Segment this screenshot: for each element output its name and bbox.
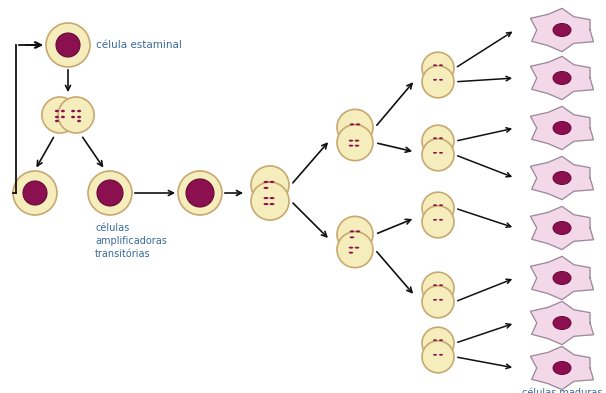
Text: célula estaminal: célula estaminal xyxy=(96,40,182,50)
Ellipse shape xyxy=(55,116,59,118)
Circle shape xyxy=(337,125,373,161)
Polygon shape xyxy=(530,301,593,345)
Ellipse shape xyxy=(55,110,59,112)
Ellipse shape xyxy=(433,219,437,221)
Ellipse shape xyxy=(350,236,355,238)
Circle shape xyxy=(422,139,454,171)
Polygon shape xyxy=(530,107,593,150)
Ellipse shape xyxy=(77,116,81,118)
Ellipse shape xyxy=(439,137,443,139)
Ellipse shape xyxy=(264,181,268,183)
Ellipse shape xyxy=(439,64,443,66)
Circle shape xyxy=(251,182,289,220)
Ellipse shape xyxy=(553,121,571,134)
Circle shape xyxy=(46,23,90,67)
Ellipse shape xyxy=(71,116,75,118)
Ellipse shape xyxy=(439,204,443,206)
Ellipse shape xyxy=(355,140,359,141)
Ellipse shape xyxy=(553,316,571,329)
Circle shape xyxy=(251,166,289,204)
Ellipse shape xyxy=(433,284,437,286)
Ellipse shape xyxy=(433,152,437,154)
Polygon shape xyxy=(530,57,593,99)
Ellipse shape xyxy=(348,247,353,249)
Ellipse shape xyxy=(433,339,437,341)
Ellipse shape xyxy=(553,171,571,184)
Ellipse shape xyxy=(270,197,275,199)
Circle shape xyxy=(422,272,454,304)
Circle shape xyxy=(58,97,94,133)
Ellipse shape xyxy=(97,180,123,206)
Ellipse shape xyxy=(264,203,268,205)
Ellipse shape xyxy=(348,140,353,141)
Ellipse shape xyxy=(270,203,275,205)
Ellipse shape xyxy=(553,24,571,37)
Polygon shape xyxy=(530,156,593,200)
Ellipse shape xyxy=(356,123,361,125)
Ellipse shape xyxy=(355,247,359,249)
Ellipse shape xyxy=(439,219,443,221)
Circle shape xyxy=(422,341,454,373)
Ellipse shape xyxy=(356,230,361,232)
Ellipse shape xyxy=(553,272,571,285)
Ellipse shape xyxy=(553,222,571,235)
Ellipse shape xyxy=(77,120,81,122)
Circle shape xyxy=(13,171,57,215)
Circle shape xyxy=(178,171,222,215)
Ellipse shape xyxy=(186,179,214,207)
Ellipse shape xyxy=(439,79,443,81)
Polygon shape xyxy=(530,256,593,299)
Ellipse shape xyxy=(433,64,437,66)
Circle shape xyxy=(422,66,454,98)
Ellipse shape xyxy=(439,354,443,356)
Ellipse shape xyxy=(433,204,437,206)
Ellipse shape xyxy=(270,181,275,183)
Ellipse shape xyxy=(433,299,437,301)
Ellipse shape xyxy=(433,137,437,139)
Text: células maduras: células maduras xyxy=(522,388,602,393)
Circle shape xyxy=(42,97,78,133)
Polygon shape xyxy=(530,8,593,51)
Ellipse shape xyxy=(350,123,355,125)
Circle shape xyxy=(422,125,454,157)
Circle shape xyxy=(422,52,454,84)
Ellipse shape xyxy=(355,145,359,147)
Ellipse shape xyxy=(439,299,443,301)
Ellipse shape xyxy=(264,197,268,199)
Circle shape xyxy=(337,231,373,268)
Circle shape xyxy=(422,286,454,318)
Circle shape xyxy=(422,206,454,238)
Ellipse shape xyxy=(61,110,65,112)
Circle shape xyxy=(422,327,454,359)
Ellipse shape xyxy=(348,252,353,253)
Ellipse shape xyxy=(439,152,443,154)
Ellipse shape xyxy=(439,284,443,286)
Text: células
amplificadoras
transitórias: células amplificadoras transitórias xyxy=(95,223,167,259)
Ellipse shape xyxy=(77,110,81,112)
Ellipse shape xyxy=(55,120,59,122)
Ellipse shape xyxy=(348,145,353,147)
Ellipse shape xyxy=(433,354,437,356)
Ellipse shape xyxy=(350,230,355,232)
Ellipse shape xyxy=(264,187,268,189)
Circle shape xyxy=(88,171,132,215)
Ellipse shape xyxy=(23,181,47,205)
Polygon shape xyxy=(530,346,593,389)
Ellipse shape xyxy=(433,79,437,81)
Ellipse shape xyxy=(439,339,443,341)
Ellipse shape xyxy=(61,116,65,118)
Circle shape xyxy=(337,217,373,252)
Circle shape xyxy=(337,109,373,145)
Ellipse shape xyxy=(71,110,75,112)
Ellipse shape xyxy=(56,33,80,57)
Polygon shape xyxy=(530,206,593,250)
Ellipse shape xyxy=(553,362,571,375)
Ellipse shape xyxy=(553,72,571,84)
Circle shape xyxy=(422,192,454,224)
